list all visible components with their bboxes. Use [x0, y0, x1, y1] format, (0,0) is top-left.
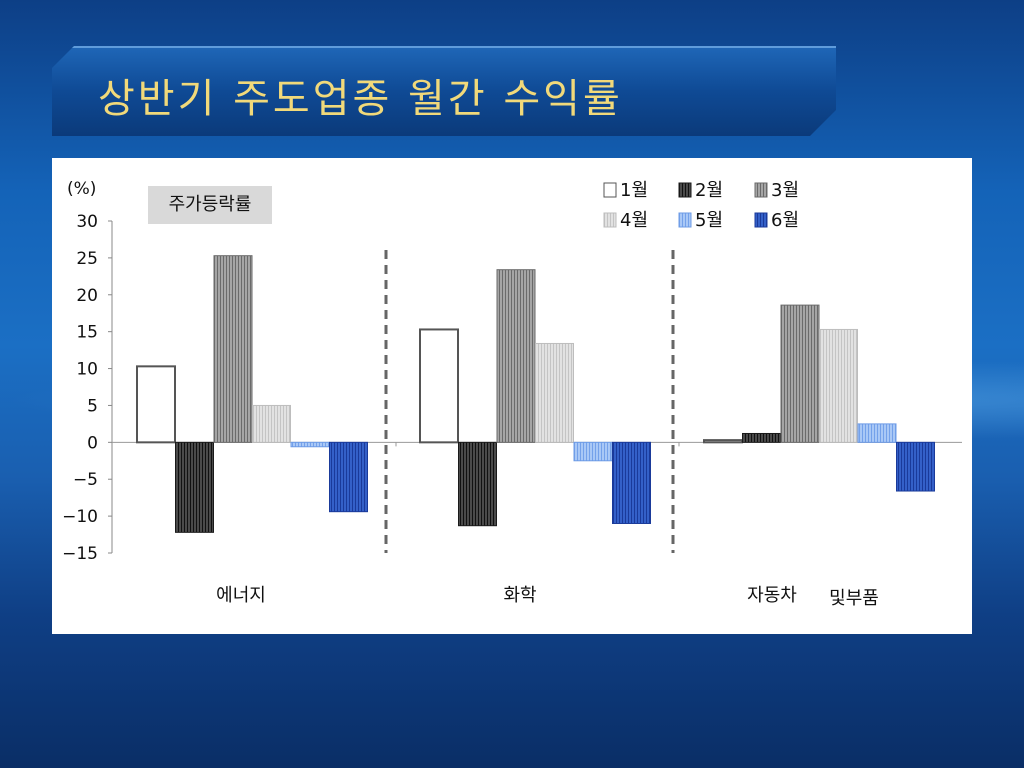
bar-6월-자동차 및부품: [896, 441, 935, 492]
y-tick-label: 5: [87, 396, 98, 416]
bar-3월-자동차 및부품: [780, 304, 820, 443]
y-tick-label: 25: [76, 249, 98, 269]
slide-title: 상반기 주도업종 월간 수익률: [98, 76, 623, 122]
bar-1월-자동차 및부품: [703, 439, 743, 444]
y-tick-label: 20: [76, 286, 98, 306]
bar-4월-에너지: [252, 404, 291, 443]
bar-6월-에너지: [329, 441, 368, 513]
y-axis-unit-label: (%): [67, 179, 96, 199]
legend-swatch-4월: [603, 212, 617, 228]
bar-1월-에너지: [136, 365, 176, 444]
y-tick-label: 15: [76, 323, 98, 343]
category-label: 에너지: [216, 585, 266, 606]
legend-label: 3월: [771, 180, 799, 201]
legend-label: 5월: [695, 210, 723, 231]
legend-swatch-1월: [603, 182, 617, 198]
legend-swatch-6월: [754, 212, 768, 228]
bar-3월-에너지: [213, 255, 253, 443]
bar-2월-자동차 및부품: [742, 432, 781, 443]
legend-swatch-3월: [754, 182, 768, 198]
y-tick-label: 30: [76, 212, 98, 232]
bar-2월-에너지: [175, 441, 214, 533]
y-tick-label: −10: [62, 507, 98, 527]
legend-label: 2월: [695, 180, 723, 201]
title-banner-edge: [52, 46, 836, 136]
bar-chart: (%) 30 25 20 15 10 5 0 −5 −10 −15 에너지 화학 자동차 및부품 1월 2월 3…: [62, 179, 962, 609]
y-tick-label: −15: [62, 544, 98, 564]
bar-6월-화학: [612, 441, 651, 524]
legend-swatch-5월: [678, 212, 692, 228]
legend-label: 1월: [620, 180, 648, 201]
y-tick-label: 0: [87, 433, 98, 453]
category-label: 화학: [503, 585, 536, 606]
chart-annotation: 주가등락률: [148, 186, 272, 224]
legend-label: 6월: [771, 210, 799, 231]
legend-swatch-2월: [678, 182, 692, 198]
legend-label: 4월: [620, 210, 648, 231]
category-label: 자동차: [747, 585, 797, 606]
title-banner: [52, 46, 836, 136]
category-label-suffix: 및부품: [829, 588, 879, 609]
chart-panel: 주가등락률 (%) 30 25 20 15 10 5 0 −5 −10 −15 에너지 화학 자동차 및부품…: [52, 158, 972, 634]
bar-5월-화학: [573, 441, 613, 462]
y-tick-label: −5: [73, 470, 98, 490]
bar-4월-자동차 및부품: [819, 328, 858, 443]
bar-5월-자동차 및부품: [857, 423, 897, 443]
bar-1월-화학: [419, 328, 459, 444]
bar-2월-화학: [458, 441, 497, 527]
bar-5월-에너지: [290, 441, 330, 448]
bar-3월-화학: [496, 269, 536, 443]
y-tick-label: 10: [76, 360, 98, 380]
bar-4월-화학: [535, 342, 574, 443]
